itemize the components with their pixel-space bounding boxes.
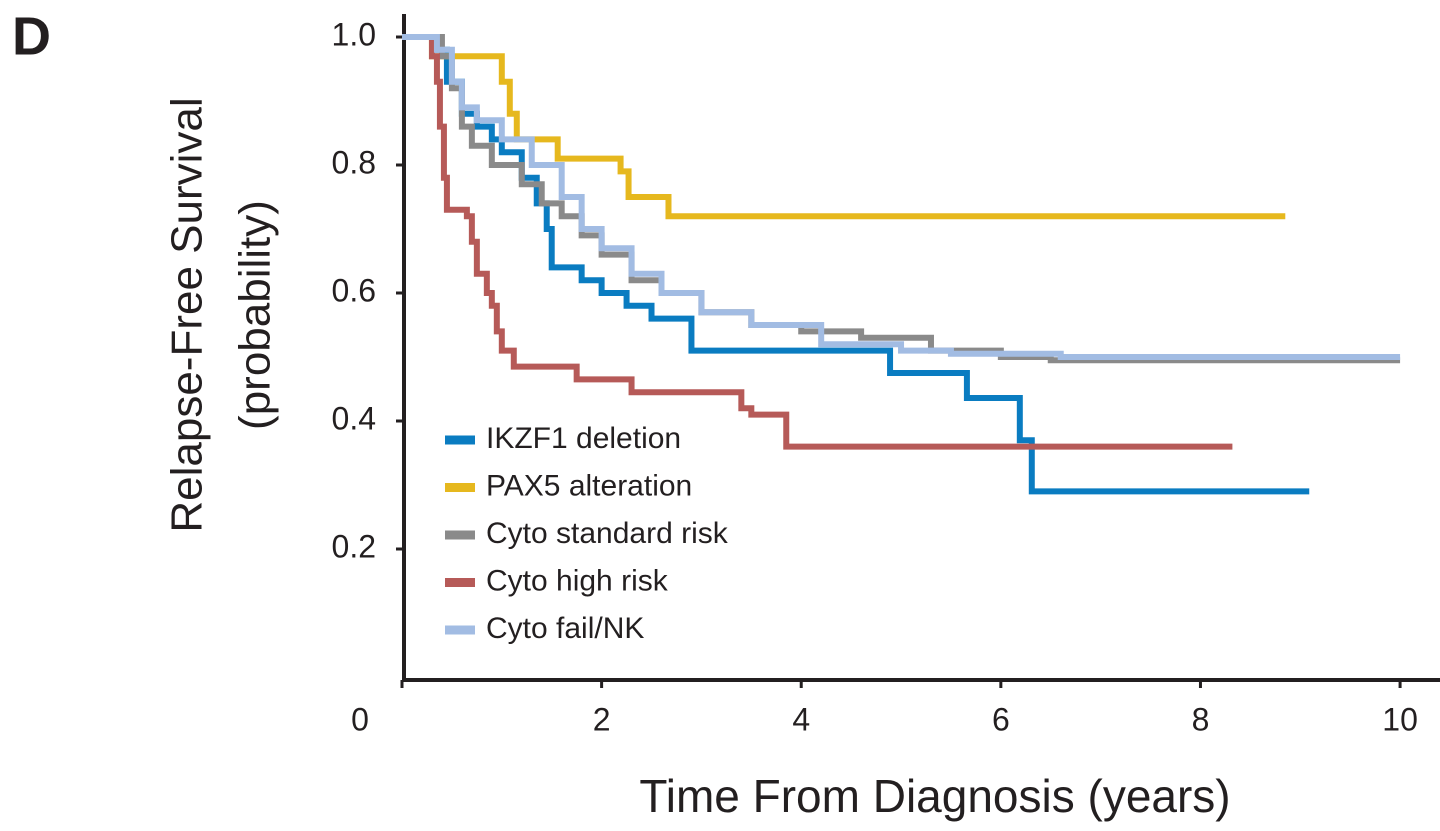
x-tick-label: 2	[593, 701, 611, 737]
y-tick-label: 0.6	[332, 272, 376, 308]
survival-curve	[402, 34, 1310, 495]
survival-curve	[402, 34, 1401, 360]
x-tick-label: 10	[1382, 701, 1418, 737]
survival-curve	[402, 34, 1401, 364]
survival-curve	[402, 34, 1286, 220]
y-axis-title: (probability)	[231, 200, 280, 430]
y-tick-label: 0.2	[332, 528, 376, 564]
y-tick-label: 0.4	[332, 400, 376, 436]
panel-label: D	[12, 6, 51, 66]
x-tick-label: 4	[792, 701, 810, 737]
legend-label: Cyto high risk	[486, 564, 669, 597]
legend-label: Cyto standard risk	[486, 517, 729, 550]
x-axis-title: Time From Diagnosis (years)	[639, 770, 1230, 822]
legend-label: IKZF1 deletion	[486, 422, 681, 455]
x-tick-label: 6	[992, 701, 1010, 737]
y-tick-label: 0.8	[332, 144, 376, 180]
y-axis-title: Relapse-Free Survival	[163, 97, 212, 532]
legend-label: Cyto fail/NK	[486, 612, 644, 645]
survival-curve	[402, 34, 1233, 450]
x-tick-label: 0	[351, 701, 369, 737]
y-tick-label: 1.0	[332, 16, 376, 52]
legend-label: PAX5 alteration	[486, 469, 692, 502]
x-tick-label: 8	[1192, 701, 1210, 737]
